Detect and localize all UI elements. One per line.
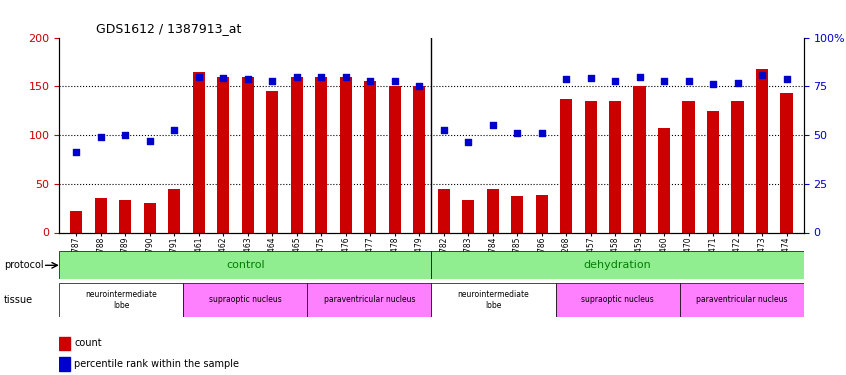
Point	[168, 127, 181, 133]
Bar	[364, 81, 376, 232]
Bar	[217, 76, 229, 232]
Point	[364, 78, 377, 84]
Point	[706, 81, 720, 87]
Point	[94, 134, 107, 140]
Bar	[683, 101, 695, 232]
Bar	[144, 203, 156, 232]
Point	[339, 74, 353, 80]
Bar	[339, 76, 352, 232]
Point	[241, 76, 255, 82]
Text: count: count	[74, 339, 102, 348]
Text: tissue: tissue	[4, 295, 33, 305]
Text: neurointermediate
lobe: neurointermediate lobe	[458, 290, 530, 310]
Bar	[70, 211, 82, 232]
FancyBboxPatch shape	[431, 251, 804, 279]
Bar	[707, 111, 719, 232]
Bar	[780, 93, 793, 232]
Point	[388, 78, 402, 84]
Text: GDS1612 / 1387913_at: GDS1612 / 1387913_at	[96, 22, 242, 35]
Text: neurointermediate
lobe: neurointermediate lobe	[85, 290, 157, 310]
Bar	[536, 195, 547, 232]
Bar	[585, 101, 596, 232]
Text: protocol: protocol	[4, 260, 44, 270]
Point	[780, 76, 794, 82]
Text: dehydration: dehydration	[584, 260, 651, 270]
Bar	[168, 189, 180, 232]
Point	[217, 75, 230, 81]
Point	[731, 80, 744, 86]
Bar	[462, 200, 475, 232]
Bar	[437, 189, 450, 232]
Point	[118, 132, 132, 138]
Point	[535, 130, 548, 136]
Bar	[266, 91, 278, 232]
Point	[682, 78, 695, 84]
Bar	[560, 99, 572, 232]
Point	[143, 138, 157, 144]
Point	[437, 127, 450, 133]
Bar	[95, 198, 107, 232]
Point	[290, 74, 304, 80]
Point	[461, 139, 475, 145]
Point	[584, 75, 597, 81]
Bar	[59, 357, 70, 370]
Point	[486, 122, 499, 128]
Bar	[388, 86, 401, 232]
FancyBboxPatch shape	[184, 283, 307, 317]
Point	[755, 72, 769, 78]
Point	[608, 78, 622, 84]
Bar	[609, 101, 621, 232]
Bar	[59, 337, 70, 350]
Point	[633, 74, 646, 80]
Point	[266, 78, 279, 84]
Text: supraoptic nucleus: supraoptic nucleus	[209, 296, 282, 304]
Bar	[291, 76, 303, 232]
Point	[192, 74, 206, 80]
Bar	[732, 101, 744, 232]
Bar	[658, 128, 670, 232]
Bar	[242, 76, 254, 232]
Bar	[756, 69, 768, 232]
FancyBboxPatch shape	[431, 283, 556, 317]
Bar	[315, 76, 327, 232]
FancyBboxPatch shape	[307, 283, 431, 317]
Point	[315, 74, 328, 80]
Point	[510, 130, 524, 136]
Text: paraventricular nucleus: paraventricular nucleus	[696, 296, 788, 304]
Bar	[413, 86, 426, 232]
Point	[69, 148, 83, 154]
Bar	[634, 86, 645, 232]
Point	[559, 76, 573, 82]
Text: supraoptic nucleus: supraoptic nucleus	[581, 296, 654, 304]
Bar	[193, 72, 205, 232]
Bar	[119, 200, 131, 232]
Point	[657, 78, 671, 84]
Text: percentile rank within the sample: percentile rank within the sample	[74, 359, 239, 369]
Text: control: control	[226, 260, 265, 270]
Bar	[486, 189, 499, 232]
FancyBboxPatch shape	[556, 283, 679, 317]
FancyBboxPatch shape	[59, 251, 431, 279]
Text: paraventricular nucleus: paraventricular nucleus	[324, 296, 415, 304]
Bar	[511, 196, 524, 232]
FancyBboxPatch shape	[679, 283, 804, 317]
FancyBboxPatch shape	[59, 283, 184, 317]
Point	[413, 83, 426, 89]
